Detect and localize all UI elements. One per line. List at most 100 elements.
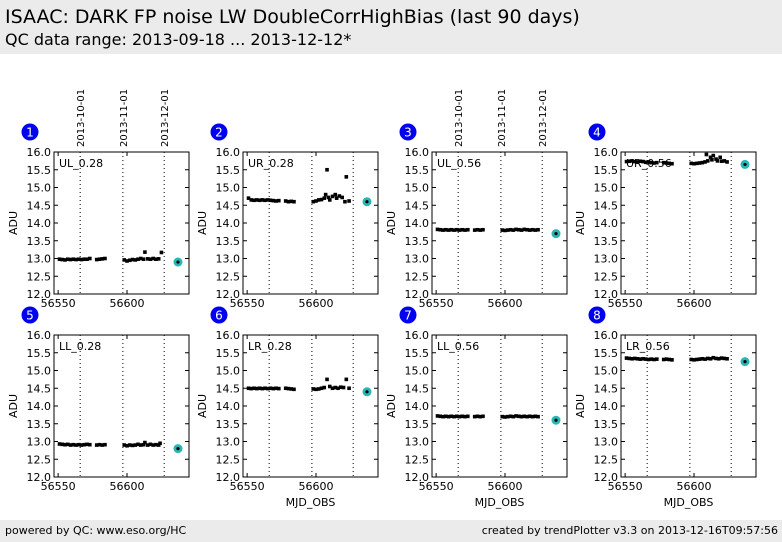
y-tick-label: 14.5	[27, 382, 52, 395]
data-point	[522, 414, 527, 419]
data-point	[103, 442, 107, 447]
data-point	[268, 386, 273, 391]
y-tick-label: 14.5	[216, 382, 241, 395]
data-point	[265, 198, 270, 202]
data-point	[438, 227, 443, 232]
data-point	[156, 257, 161, 261]
panel-badge-number: 5	[26, 309, 34, 323]
y-tick-label: 12.0	[594, 288, 619, 301]
panel-label: UL_0.56	[437, 157, 481, 170]
y-tick-label: 12.0	[27, 471, 52, 484]
data-point	[708, 356, 713, 361]
data-point	[249, 386, 254, 391]
data-point	[148, 257, 153, 262]
y-tick-label: 15.5	[216, 347, 241, 360]
data-point	[533, 228, 538, 232]
footer-bar: powered by QC: www.eso.org/HC created by…	[0, 520, 782, 542]
y-axis-label: ADU	[385, 211, 398, 235]
y-tick-label: 15.0	[27, 182, 52, 195]
data-point	[722, 356, 727, 361]
data-point	[536, 227, 540, 232]
data-point	[141, 442, 146, 447]
data-point	[344, 377, 349, 382]
date-marker-label: 2013-10-01	[76, 89, 87, 147]
y-tick-label: 15.5	[594, 347, 619, 360]
data-point	[630, 356, 634, 361]
panel-label: UR_0.56	[626, 157, 672, 170]
date-marker-label: 2013-11-01	[497, 89, 508, 147]
data-point	[438, 414, 443, 419]
data-point	[452, 414, 456, 419]
y-tick-label: 14.0	[27, 217, 52, 230]
data-point	[122, 443, 127, 447]
x-tick-label: 56550	[41, 480, 76, 493]
y-tick-label: 12.5	[594, 270, 619, 283]
data-point	[274, 386, 278, 391]
y-tick-label: 14.5	[594, 382, 619, 395]
date-marker-label: 2013-10-01	[454, 89, 465, 147]
y-tick-label: 12.5	[216, 270, 241, 283]
data-point	[689, 161, 694, 166]
x-tick-label: 56550	[230, 297, 265, 310]
data-point	[344, 175, 349, 179]
y-tick-label: 12.0	[27, 288, 52, 301]
data-point	[60, 442, 65, 447]
data-point	[705, 159, 710, 163]
y-axis-label: ADU	[196, 211, 209, 235]
data-point	[457, 228, 462, 232]
data-point	[145, 443, 150, 447]
y-tick-label: 14.5	[405, 199, 430, 212]
data-point	[141, 257, 146, 262]
y-tick-label: 15.0	[27, 365, 52, 378]
data-point	[292, 387, 296, 392]
data-point	[478, 414, 483, 419]
data-point	[460, 414, 465, 419]
data-point	[79, 443, 84, 447]
data-point	[638, 159, 643, 164]
data-point	[265, 386, 270, 391]
data-point	[670, 161, 674, 166]
data-point	[130, 257, 135, 262]
panel-badge	[21, 123, 39, 141]
x-tick-label: 56600	[677, 297, 712, 310]
x-tick-label: 56550	[608, 297, 643, 310]
data-point	[708, 155, 713, 160]
data-point	[635, 356, 640, 361]
data-point	[655, 160, 659, 165]
data-point	[525, 227, 529, 232]
data-point	[667, 161, 672, 166]
data-point	[283, 199, 288, 203]
data-point	[443, 414, 448, 419]
x-axis-label: MJD_OBS	[286, 496, 336, 509]
latest-point-center	[554, 232, 558, 236]
data-point	[292, 199, 296, 204]
data-point	[661, 160, 666, 165]
data-point	[710, 158, 714, 162]
plot-frame	[431, 334, 568, 478]
y-tick-label: 16.0	[594, 146, 619, 159]
data-point	[715, 159, 720, 163]
data-point	[466, 414, 470, 419]
data-point	[664, 161, 669, 165]
data-point	[692, 358, 696, 362]
data-point	[136, 257, 140, 262]
y-tick-label: 14.0	[405, 400, 430, 413]
data-point	[638, 357, 643, 361]
footer-timestamp: created by trendPlotter v3.3 on 2013-12-…	[481, 524, 778, 537]
y-tick-label: 16.0	[27, 329, 52, 342]
data-point	[718, 155, 722, 160]
page-title: ISAAC: DARK FP noise LW DoubleCorrHighBi…	[5, 6, 580, 28]
data-point	[68, 443, 73, 447]
data-point	[325, 377, 329, 382]
x-tick-label: 56550	[608, 480, 643, 493]
data-point	[516, 414, 521, 419]
footer-credit: powered by QC: www.eso.org/HC	[5, 524, 187, 537]
y-tick-label: 16.0	[27, 146, 52, 159]
x-axis-label: MJD_OBS	[475, 496, 525, 509]
data-point	[446, 228, 451, 232]
x-tick-label: 56550	[41, 297, 76, 310]
data-point	[82, 442, 87, 447]
panel-label: LR_0.56	[626, 340, 670, 353]
data-point	[697, 357, 702, 361]
panel-badge	[210, 123, 228, 141]
